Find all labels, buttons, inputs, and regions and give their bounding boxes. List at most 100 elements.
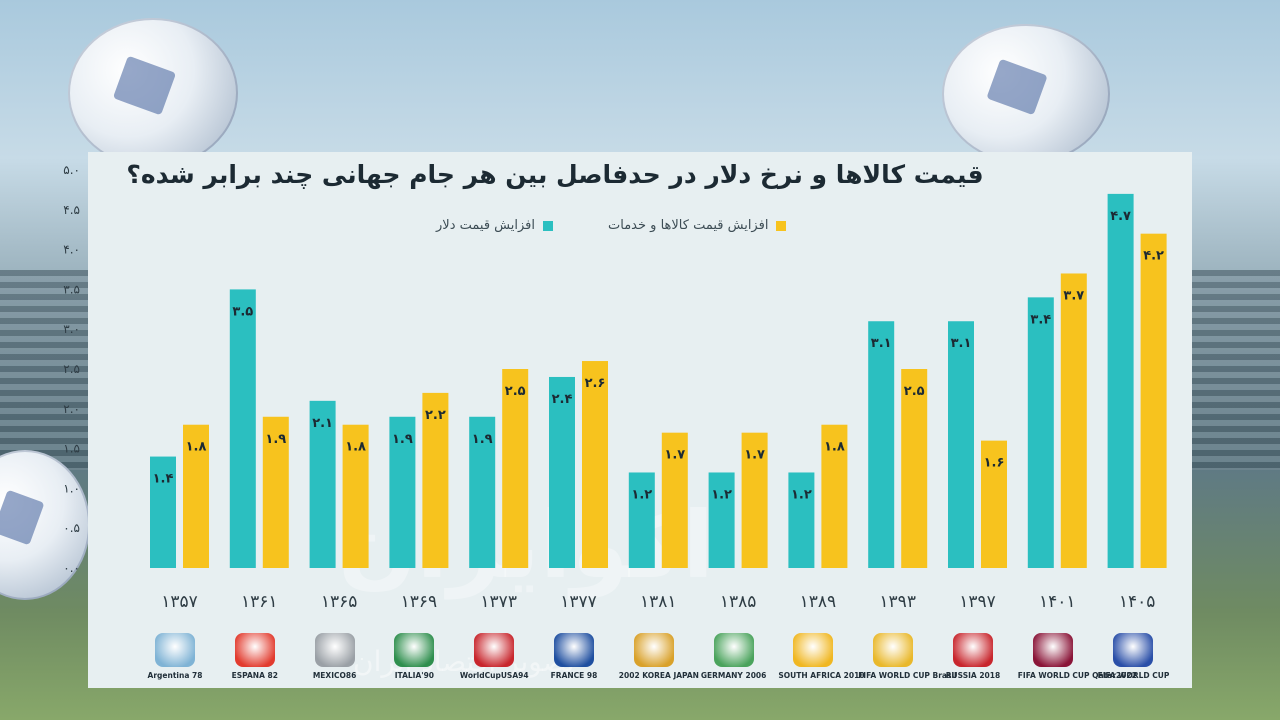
y-tick-label: ۳.۰ <box>63 322 80 336</box>
bar-goods <box>1060 273 1087 568</box>
logo-caption: 2002 KOREA JAPAN <box>618 671 699 680</box>
x-tick-label: ۱۳۸۵ <box>720 592 757 612</box>
korea-japan-2002-emblem-icon <box>633 633 674 667</box>
bar-chart: ۱.۴ ۱.۸ ۱۳۵۷ ۳.۵ ۱.۹ ۱۳۶۱ ۲.۱ ۱.۸ ۱۳۶۵ ۱.۹ ۲.۲ ۱۳۶۹… <box>150 193 1167 612</box>
y-tick-label: ۳.۵ <box>63 282 80 296</box>
bar-value-label: ۳.۴ <box>1030 312 1051 327</box>
bar-value-label: ۲.۴ <box>552 392 573 407</box>
bar-dollar <box>788 472 815 568</box>
usa-94-emblem-icon <box>474 633 515 667</box>
bar-value-label: ۱.۹ <box>392 432 413 447</box>
bar-value-label: ۳.۵ <box>232 304 253 319</box>
bar-dollar <box>549 376 575 568</box>
logo-caption: WorldCupUSA94 <box>459 671 529 680</box>
bar-value-label: ۳.۷ <box>1063 288 1084 303</box>
bar-value-label: ۱.۶ <box>984 456 1005 471</box>
bar-value-label: ۱.۲ <box>631 487 652 502</box>
bar-dollar <box>868 321 895 568</box>
world-cup-logo: 2002 KOREA JAPAN <box>618 633 699 689</box>
y-tick-label: ۰.۵ <box>63 521 80 535</box>
legend-item-goods: افزایش قیمت کالاها و خدمات <box>608 218 787 233</box>
bar-value-label: ۲.۶ <box>585 376 606 391</box>
bar-value-label: ۱.۷ <box>664 448 685 463</box>
bar-value-label: ۱.۸ <box>824 440 845 455</box>
x-tick-label: ۱۴۰۵ <box>1119 592 1156 612</box>
logo-caption: ESPANA 82 <box>231 671 278 680</box>
bar-value-label: ۱.۲ <box>711 487 732 502</box>
y-tick-label: ۴.۰ <box>63 243 80 257</box>
bar-goods <box>183 424 209 568</box>
world-cup-logo: WorldCupUSA94 <box>459 633 529 689</box>
bar-goods <box>741 432 768 568</box>
world-cup-logo: SOUTH AFRICA 2010 <box>778 633 865 689</box>
y-tick-label: ۱.۵ <box>63 442 80 456</box>
south-africa-2010-emblem-icon <box>793 633 834 667</box>
bar-value-label: ۱.۴ <box>153 472 174 487</box>
world-cup-logo: FIFA WORLD CUP Qatar2022 <box>1018 633 1137 689</box>
x-tick-label: ۱۳۶۱ <box>241 592 278 612</box>
bar-value-label: ۳.۱ <box>871 336 892 351</box>
bar-goods <box>502 369 529 568</box>
x-tick-label: ۱۳۷۳ <box>480 592 517 612</box>
bar-dollar <box>1107 193 1134 568</box>
logo-caption: GERMANY 2006 <box>700 671 767 680</box>
bar-dollar <box>150 456 176 568</box>
world-cup-logo: MEXICO86 <box>300 633 370 689</box>
y-tick-label: ۴.۵ <box>63 203 80 217</box>
bar-goods <box>821 424 848 568</box>
legend-item-dollar: افزایش قیمت دلار <box>436 218 553 233</box>
bar-dollar <box>948 321 974 568</box>
logo-caption: FIFA WORLD CUP <box>1097 671 1170 680</box>
legend-label-goods: افزایش قیمت کالاها و خدمات <box>608 218 769 233</box>
brasil-2014-emblem-icon <box>873 633 914 667</box>
logo-caption: SOUTH AFRICA 2010 <box>778 671 865 680</box>
y-tick-label: ۱.۰ <box>63 481 80 495</box>
bar-goods <box>981 440 1007 568</box>
mexico-86-emblem-icon <box>314 633 355 667</box>
bar-goods <box>422 392 449 568</box>
x-tick-label: ۱۳۸۹ <box>800 592 837 612</box>
x-tick-label: ۱۳۸۱ <box>640 592 677 612</box>
world-cup-logo: FIFA WORLD CUP Brasil <box>858 633 957 689</box>
logo-caption: FIFA WORLD CUP Brasil <box>858 671 957 680</box>
france-98-emblem-icon <box>554 633 594 667</box>
world-cup-2026-emblem-icon <box>1112 633 1153 667</box>
argentina-78-emblem-icon <box>155 633 195 667</box>
world-cup-logo: ITALIA'90 <box>379 633 449 689</box>
bar-dollar <box>1027 297 1054 568</box>
bar-value-label: ۴.۷ <box>1110 209 1131 224</box>
qatar-2022-emblem-icon <box>1032 633 1073 667</box>
russia-2018-emblem-icon <box>953 633 993 667</box>
logo-caption: MEXICO86 <box>312 671 357 680</box>
bar-goods <box>582 361 608 568</box>
bar-dollar <box>469 416 496 568</box>
world-cup-logo: FIFA WORLD CUP <box>1097 633 1170 689</box>
bar-goods <box>262 416 289 568</box>
logo-caption: Argentina 78 <box>147 671 203 680</box>
legend-swatch-goods <box>776 220 787 231</box>
chart-title: قیمت کالاها و نرخ دلار در حدفاصل بین هر … <box>126 160 984 189</box>
bar-value-label: ۱.۹ <box>265 432 286 447</box>
logo-caption: FRANCE 98 <box>550 671 598 680</box>
bar-value-label: ۲.۱ <box>312 416 333 431</box>
bar-goods <box>661 432 688 568</box>
bar-goods <box>1140 233 1167 568</box>
bar-value-label: ۱.۹ <box>472 432 493 447</box>
x-tick-label: ۱۳۷۷ <box>560 592 597 612</box>
football-icon <box>68 18 238 168</box>
x-tick-label: ۱۳۶۹ <box>401 592 438 612</box>
x-tick-label: ۱۳۹۳ <box>879 592 916 612</box>
logo-caption: ITALIA'90 <box>394 671 435 680</box>
legend-swatch-dollar <box>542 220 553 231</box>
germany-2006-emblem-icon <box>713 633 754 667</box>
legend-label-dollar: افزایش قیمت دلار <box>436 218 535 233</box>
x-tick-label: ۱۳۶۵ <box>321 592 358 612</box>
logo-caption: RUSSIA 2018 <box>945 671 1001 680</box>
bar-dollar <box>708 472 735 568</box>
y-tick-label: ۵.۰ <box>63 163 80 177</box>
y-tick-label: ۲.۰ <box>63 402 80 416</box>
bar-dollar <box>229 289 256 568</box>
bar-value-label: ۱.۲ <box>791 487 812 502</box>
bar-dollar <box>389 416 416 568</box>
espana-82-emblem-icon <box>234 633 275 667</box>
